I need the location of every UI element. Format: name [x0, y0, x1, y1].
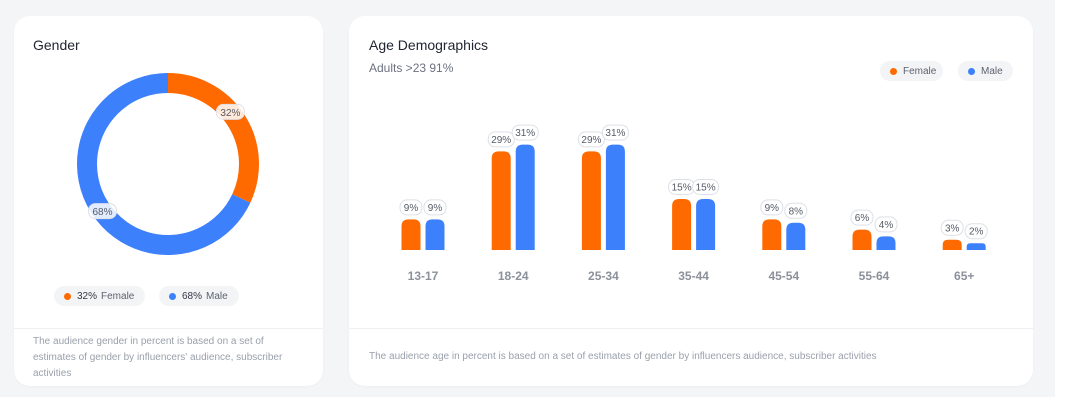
bar-female-18-24[interactable]: [491, 151, 511, 250]
bar-data-label: 29%: [487, 131, 515, 148]
gender-donut-chart: 32% 68%: [77, 73, 259, 255]
female-dot-icon: [890, 67, 897, 75]
x-tick-label: 18-24: [498, 269, 529, 283]
bar-data-label: 9%: [423, 199, 447, 216]
bar-male-35-44[interactable]: [696, 199, 716, 250]
bar-data-label: 8%: [784, 202, 808, 219]
male-percent: 68%: [182, 290, 203, 302]
bar-male-55-64[interactable]: [876, 236, 896, 250]
donut-data-label: 68%: [87, 203, 117, 220]
bar-data-label: 2%: [964, 223, 988, 240]
bar-male-45-54[interactable]: [786, 222, 806, 250]
bar-data-label-text: 9%: [428, 203, 443, 214]
bar-data-label: 4%: [874, 216, 898, 233]
male-label: Male: [206, 290, 228, 302]
bar-data-label-text: 15%: [696, 183, 716, 194]
bar-data-label-text: 2%: [969, 227, 984, 238]
age-card: Age Demographics Adults >23 91% Female M…: [349, 16, 1033, 386]
bar-data-label-text: 8%: [789, 206, 804, 217]
dashboard-background: Gender 32% 68% 32% Female 68% Male The au…: [0, 0, 1055, 397]
bar-data-label-text: 9%: [404, 203, 419, 214]
bar-data-label: 31%: [511, 124, 539, 141]
bar-data-label: 3%: [940, 219, 964, 236]
bar-data-label: 9%: [399, 199, 423, 216]
female-percent: 32%: [77, 290, 98, 302]
bar-data-label-text: 6%: [855, 213, 870, 224]
bar-female-45-54[interactable]: [762, 219, 782, 250]
bar-data-label-text: 31%: [605, 128, 625, 139]
x-tick-label: 45-54: [768, 269, 799, 283]
bar-data-label: 9%: [760, 199, 784, 216]
donut-data-label-text: 68%: [92, 207, 112, 218]
bar-data-label-text: 15%: [672, 183, 692, 194]
bar-data-label: 15%: [692, 179, 720, 195]
legend-female-pill[interactable]: 32% Female: [54, 286, 145, 306]
age-legend-female[interactable]: Female: [880, 61, 943, 81]
bar-data-label: 15%: [668, 179, 696, 195]
age-legend-male-label: Male: [981, 65, 1003, 77]
gender-footer-note: The audience gender in percent is based …: [14, 328, 323, 382]
bar-data-label-text: 29%: [491, 135, 511, 146]
x-tick-label: 25-34: [588, 269, 619, 283]
age-subtitle: Adults >23 91%: [369, 61, 454, 75]
gender-title: Gender: [33, 37, 80, 53]
age-legend-female-label: Female: [903, 65, 937, 77]
bar-female-35-44[interactable]: [672, 199, 692, 250]
bar-female-55-64[interactable]: [852, 229, 872, 250]
age-title: Age Demographics: [369, 37, 489, 53]
bar-data-label-text: 4%: [879, 220, 894, 231]
bar-male-18-24[interactable]: [515, 144, 535, 250]
donut-data-label-text: 32%: [220, 108, 240, 119]
bar-data-label-text: 9%: [765, 203, 780, 214]
x-tick-label: 13-17: [408, 269, 439, 283]
x-tick-label: 55-64: [859, 269, 890, 283]
bar-female-25-34[interactable]: [581, 151, 601, 250]
bar-data-label-text: 29%: [581, 135, 601, 146]
female-dot-icon: [64, 292, 71, 300]
bar-male-65+[interactable]: [966, 243, 986, 250]
male-dot-icon: [968, 67, 975, 75]
age-footer-note: The audience age in percent is based on …: [349, 328, 1033, 365]
x-tick-label: 65+: [954, 269, 974, 283]
gender-card: Gender 32% 68% 32% Female 68% Male The au…: [14, 16, 323, 386]
donut-slice-female[interactable]: [167, 73, 259, 203]
bar-male-13-17[interactable]: [425, 219, 445, 250]
age-legend-male[interactable]: Male: [958, 61, 1013, 81]
bar-female-13-17[interactable]: [401, 219, 421, 250]
age-bar-chart: 9% 9% 13-17 29% 31% 18-24 29% 31% 25-34 15% 15% 35-…: [399, 124, 988, 283]
legend-male-pill[interactable]: 68% Male: [159, 286, 239, 306]
bar-data-label: 6%: [850, 209, 874, 226]
x-tick-label: 35-44: [678, 269, 709, 283]
bar-data-label: 31%: [601, 124, 629, 141]
bar-female-65+[interactable]: [942, 239, 962, 250]
female-label: Female: [101, 290, 135, 302]
bar-data-label-text: 3%: [945, 223, 960, 234]
bar-data-label-text: 31%: [515, 128, 535, 139]
donut-data-label: 32%: [215, 103, 245, 120]
male-dot-icon: [169, 292, 176, 300]
bar-data-label: 29%: [577, 131, 605, 148]
bar-male-25-34[interactable]: [605, 144, 625, 250]
